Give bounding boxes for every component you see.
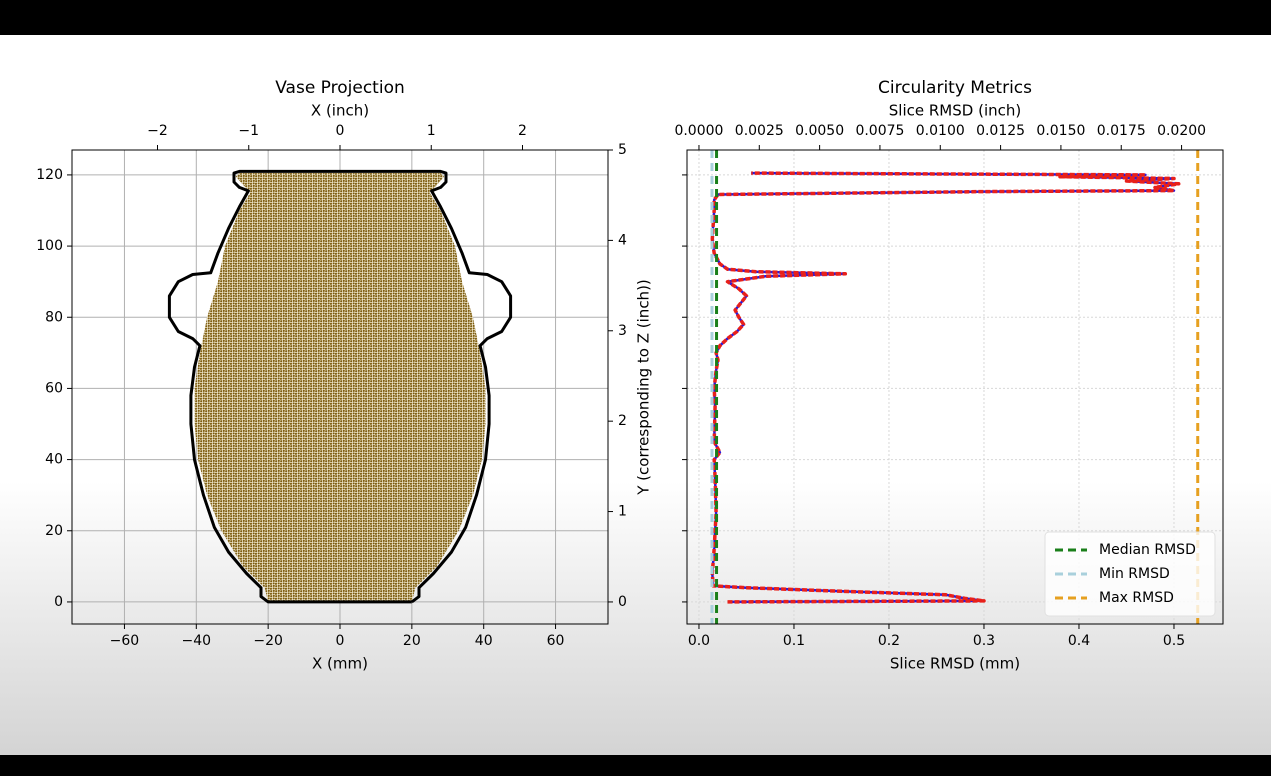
x-tick-label: 0.4 bbox=[1068, 633, 1090, 649]
chart-title: Circularity Metrics bbox=[878, 78, 1032, 98]
point-cloud bbox=[194, 173, 486, 602]
x2-tick-label: 0.0100 bbox=[916, 123, 965, 139]
y-tick-label: 0 bbox=[54, 594, 63, 610]
x-tick-label: 0.3 bbox=[973, 633, 995, 649]
plot-area bbox=[167, 169, 513, 604]
x-tick-label: 0.2 bbox=[878, 633, 900, 649]
y-tick-label: 120 bbox=[36, 167, 63, 183]
y2-tick-label: 2 bbox=[618, 413, 627, 429]
y-tick-label: 40 bbox=[45, 452, 63, 468]
y2-tick-label: 5 bbox=[618, 142, 627, 158]
series-line bbox=[167, 169, 513, 604]
x-tick-label: −20 bbox=[253, 633, 283, 649]
x-axis-label: Slice RMSD (mm) bbox=[890, 655, 1020, 673]
legend-box bbox=[1044, 531, 1216, 617]
x-tick-label: 60 bbox=[547, 633, 565, 649]
axes-frame bbox=[686, 149, 1224, 625]
x2-tick-label: 0.0200 bbox=[1157, 123, 1206, 139]
x2-tick-label: 0.0175 bbox=[1097, 123, 1146, 139]
y2-tick-label: 3 bbox=[618, 323, 627, 339]
x2-tick-label: 0.0025 bbox=[735, 123, 784, 139]
x-tick-label: 20 bbox=[403, 633, 421, 649]
legend-label: Median RMSD bbox=[1099, 542, 1196, 558]
legend-label: Max RMSD bbox=[1099, 590, 1174, 606]
y2-tick-label: 4 bbox=[618, 232, 627, 248]
x2-tick-label: −2 bbox=[147, 123, 168, 139]
x-tick-label: 40 bbox=[475, 633, 493, 649]
y-tick-label: 60 bbox=[45, 380, 63, 396]
y2-axis-label: Y (corresponding to Z (inch)) bbox=[635, 279, 653, 496]
x2-tick-label: 0.0075 bbox=[855, 123, 904, 139]
x2-tick-label: 1 bbox=[427, 123, 436, 139]
x2-tick-label: 0.0000 bbox=[674, 123, 723, 139]
x-tick-label: 0 bbox=[336, 633, 345, 649]
x2-axis-label: Slice RMSD (inch) bbox=[889, 102, 1021, 120]
x-axis-label: X (mm) bbox=[312, 655, 368, 673]
x-tick-label: −60 bbox=[110, 633, 140, 649]
x2-tick-label: −1 bbox=[238, 123, 259, 139]
y-tick-label: 20 bbox=[45, 523, 63, 539]
x-tick-label: 0.1 bbox=[783, 633, 805, 649]
x2-tick-label: 0.0150 bbox=[1036, 123, 1085, 139]
legend-label: Min RMSD bbox=[1099, 566, 1170, 582]
x2-tick-label: 0.0125 bbox=[976, 123, 1025, 139]
x-tick-label: 0.0 bbox=[688, 633, 710, 649]
x-tick-label: −40 bbox=[182, 633, 212, 649]
y2-tick-label: 1 bbox=[618, 504, 627, 520]
x-tick-label: 0.5 bbox=[1163, 633, 1185, 649]
bottom-bar bbox=[0, 755, 1271, 776]
y2-tick-label: 0 bbox=[618, 594, 627, 610]
x2-axis-label: X (inch) bbox=[311, 102, 369, 120]
top-bar bbox=[0, 0, 1271, 35]
y-tick-label: 100 bbox=[36, 238, 63, 254]
x2-tick-label: 0.0050 bbox=[795, 123, 844, 139]
series-line bbox=[710, 171, 1181, 604]
x2-tick-label: 2 bbox=[518, 123, 527, 139]
x2-tick-label: 0 bbox=[336, 123, 345, 139]
plot-area bbox=[710, 171, 1181, 604]
y-tick-label: 80 bbox=[45, 309, 63, 325]
chart-title: Vase Projection bbox=[275, 78, 405, 98]
